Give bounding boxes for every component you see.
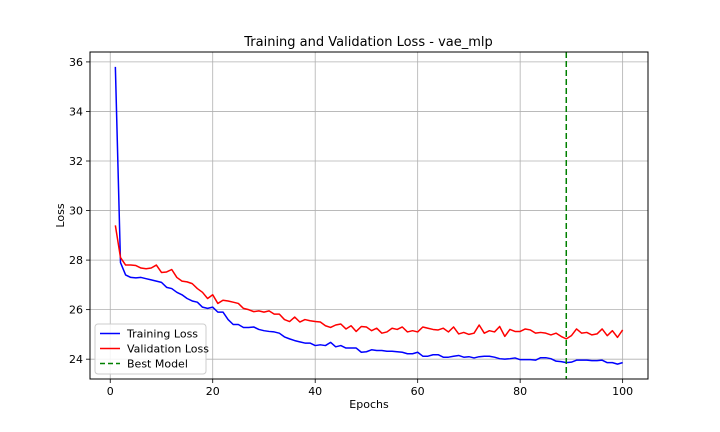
x-axis-label: Epochs [349, 398, 389, 411]
legend-label-validation: Validation Loss [127, 343, 209, 356]
plot-frame [89, 51, 649, 380]
y-tick-label: 28 [69, 254, 83, 267]
legend: Training Loss Validation Loss Best Model [94, 323, 209, 375]
series-layer [114, 52, 624, 379]
y-axis-label: Loss [54, 203, 67, 227]
y-tick-label: 24 [69, 353, 83, 366]
axis-ticks: 0 20 40 60 80 100 24 26 28 30 32 34 36 [69, 56, 633, 398]
chart-title: Training and Validation Loss - vae_mlp [243, 35, 493, 50]
x-tick-label: 80 [513, 385, 527, 398]
x-tick-label: 20 [206, 385, 220, 398]
y-tick-label: 32 [69, 155, 83, 168]
legend-box [94, 323, 207, 375]
y-tick-label: 30 [69, 205, 83, 218]
x-tick-label: 0 [107, 385, 114, 398]
y-tick-label: 26 [69, 304, 83, 317]
legend-label-training: Training Loss [126, 328, 198, 341]
x-tick-label: 40 [308, 385, 322, 398]
y-tick-label: 36 [69, 56, 83, 69]
legend-label-best-model: Best Model [127, 358, 188, 371]
x-tick-label: 60 [411, 385, 425, 398]
y-tick-label: 34 [69, 105, 83, 118]
x-tick-label: 100 [612, 385, 633, 398]
grid-lines [90, 52, 648, 379]
series-line-validation-loss [114, 225, 624, 340]
series-line-training-loss [114, 66, 623, 365]
